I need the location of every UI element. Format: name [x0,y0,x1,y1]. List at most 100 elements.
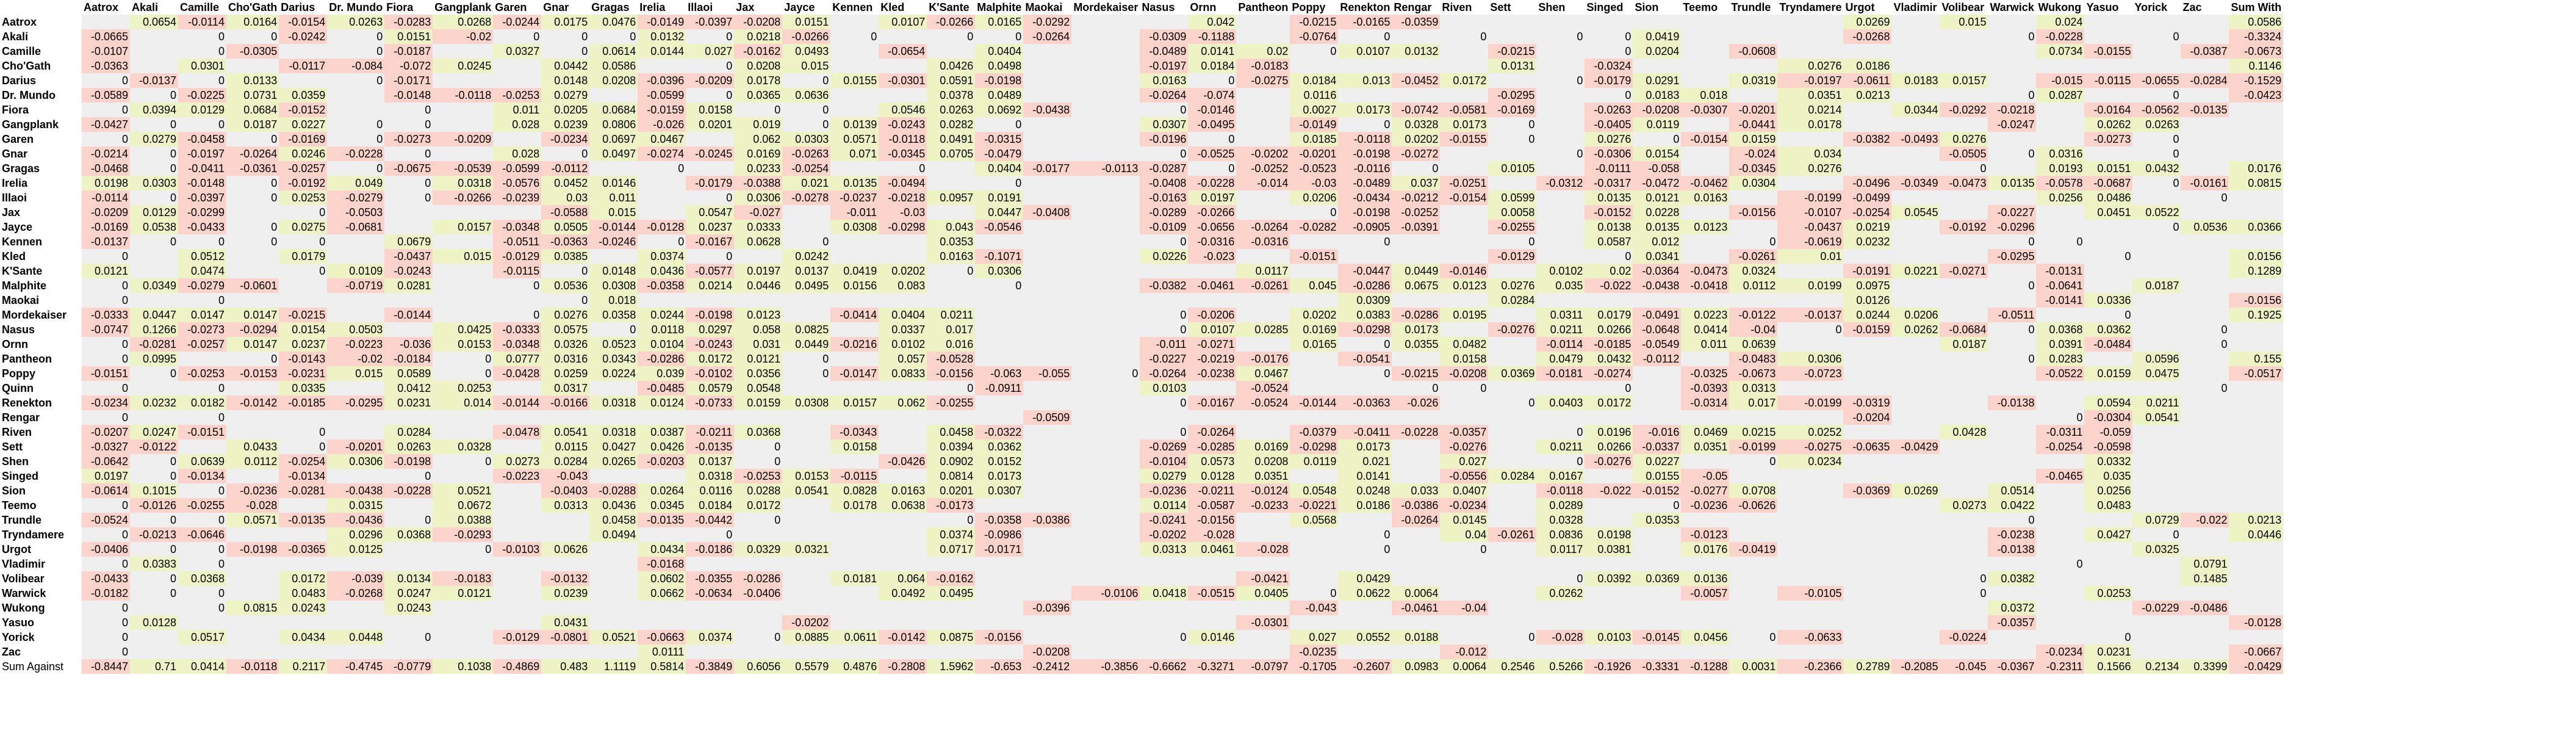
value-cell[interactable]: 0 [130,146,178,161]
value-cell[interactable]: 0.0571 [226,513,279,527]
value-cell[interactable]: 0 [1488,630,1537,645]
value-cell[interactable]: -0.0386 [1023,513,1072,527]
value-cell[interactable] [1633,557,1682,571]
value-cell[interactable]: 0 [734,454,783,469]
value-cell[interactable]: -0.0198 [975,73,1024,88]
value-cell[interactable]: 0.0136 [1681,571,1730,586]
value-cell[interactable]: -0.0128 [638,220,686,234]
value-cell[interactable] [830,557,879,571]
value-cell[interactable] [1338,410,1392,425]
value-cell[interactable] [1236,117,1290,132]
value-cell[interactable]: 0.0328 [1392,117,1441,132]
value-cell[interactable] [2132,586,2181,601]
value-cell[interactable] [686,132,735,146]
value-cell[interactable] [1071,249,1140,264]
value-cell[interactable]: -0.0137 [130,73,178,88]
value-cell[interactable]: 0 [1536,571,1585,586]
value-cell[interactable]: -0.0137 [82,234,130,249]
value-cell[interactable]: 0 [541,146,590,161]
value-cell[interactable]: 0 [638,234,686,249]
value-cell[interactable]: -0.0576 [493,176,542,190]
value-cell[interactable]: 0 [1729,234,1778,249]
value-cell[interactable]: 0.0434 [638,542,686,557]
value-cell[interactable]: -0.0524 [82,513,130,527]
value-cell[interactable]: -0.0522 [2036,366,2085,381]
value-cell[interactable]: 0 [384,513,433,527]
value-cell[interactable]: 0.0284 [1488,293,1537,308]
value-cell[interactable] [1140,571,1189,586]
value-cell[interactable]: -0.0273 [178,322,226,337]
value-cell[interactable]: 0.0297 [686,322,735,337]
value-cell[interactable]: -0.0179 [686,176,735,190]
value-cell[interactable]: -0.0311 [2036,425,2085,439]
value-cell[interactable] [830,103,879,117]
value-cell[interactable]: 0.0156 [830,278,879,293]
value-cell[interactable]: 0 [734,513,783,527]
value-cell[interactable] [1777,557,1844,571]
value-cell[interactable]: 0.0308 [589,278,638,293]
value-cell[interactable]: 0.011 [589,190,638,205]
value-cell[interactable]: -0.6662 [1140,659,1189,674]
value-cell[interactable] [1843,469,1892,483]
value-cell[interactable] [1440,146,1489,161]
value-cell[interactable]: 0.0672 [433,498,494,513]
value-cell[interactable]: -0.0269 [1140,439,1189,454]
value-cell[interactable]: -0.0142 [226,396,279,410]
value-cell[interactable]: 0.1038 [433,659,494,674]
value-cell[interactable]: -0.011 [830,205,879,220]
value-cell[interactable] [782,498,831,513]
value-cell[interactable] [433,469,494,483]
value-cell[interactable]: -0.0281 [130,337,178,352]
value-cell[interactable]: 0.0461 [1188,542,1237,557]
value-cell[interactable] [686,293,735,308]
value-cell[interactable]: -0.0489 [1338,176,1392,190]
value-cell[interactable]: 0.0591 [927,73,976,88]
value-cell[interactable] [734,557,783,571]
value-cell[interactable] [1940,601,1988,615]
value-cell[interactable]: 0 [782,352,831,366]
value-cell[interactable] [226,205,279,220]
value-cell[interactable] [1440,410,1489,425]
value-cell[interactable]: -0.0458 [178,132,226,146]
value-cell[interactable] [2132,469,2181,483]
value-cell[interactable]: 0.0158 [686,103,735,117]
value-cell[interactable]: -0.0673 [1729,366,1778,381]
value-cell[interactable]: -0.3324 [2229,29,2284,44]
value-cell[interactable] [782,220,831,234]
value-cell[interactable] [1940,381,1988,396]
value-cell[interactable]: -0.0905 [1338,220,1392,234]
value-cell[interactable]: 0.0227 [279,117,328,132]
value-cell[interactable]: 0.0717 [927,542,976,557]
row-header[interactable]: Trundle [0,513,82,527]
value-cell[interactable] [2229,439,2284,454]
value-cell[interactable]: -0.0408 [1023,205,1072,220]
value-cell[interactable]: 0.2789 [1843,659,1892,674]
value-cell[interactable] [1023,176,1072,190]
value-cell[interactable]: 0.0223 [1681,308,1730,322]
value-cell[interactable]: -0.0264 [1392,513,1441,527]
value-cell[interactable] [927,205,976,220]
value-cell[interactable]: -0.0244 [493,15,542,29]
value-cell[interactable] [782,410,831,425]
value-cell[interactable]: -0.039 [327,571,385,586]
value-cell[interactable]: 0 [1140,234,1189,249]
value-cell[interactable]: 0.0208 [734,59,783,73]
value-cell[interactable]: -0.0184 [384,352,433,366]
value-cell[interactable] [1188,410,1237,425]
value-cell[interactable]: -0.0429 [2229,659,2284,674]
value-cell[interactable]: 0 [1940,586,1988,601]
value-cell[interactable] [433,205,494,220]
value-cell[interactable]: 0 [975,176,1024,190]
value-cell[interactable]: -0.0272 [1392,146,1441,161]
value-cell[interactable]: -0.0182 [82,586,130,601]
value-cell[interactable]: -0.0599 [493,161,542,176]
row-header[interactable]: Tryndamere [0,527,82,542]
value-cell[interactable]: -0.0357 [1988,615,2037,630]
value-cell[interactable] [1940,205,1988,220]
value-cell[interactable] [1681,117,1730,132]
value-cell[interactable]: -0.0462 [1681,176,1730,190]
value-cell[interactable]: 0.0128 [130,615,178,630]
value-cell[interactable] [1290,557,1339,571]
value-cell[interactable]: 0.0436 [589,498,638,513]
value-cell[interactable] [2181,293,2229,308]
